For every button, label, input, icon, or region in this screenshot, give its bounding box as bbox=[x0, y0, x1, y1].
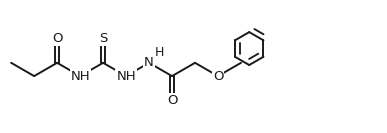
Text: S: S bbox=[99, 32, 107, 45]
Text: H: H bbox=[155, 46, 164, 59]
Text: O: O bbox=[213, 70, 223, 83]
Text: NH: NH bbox=[70, 70, 90, 83]
Text: N: N bbox=[144, 56, 154, 69]
Text: O: O bbox=[167, 94, 177, 107]
Text: NH: NH bbox=[116, 70, 136, 83]
Text: O: O bbox=[52, 32, 62, 45]
